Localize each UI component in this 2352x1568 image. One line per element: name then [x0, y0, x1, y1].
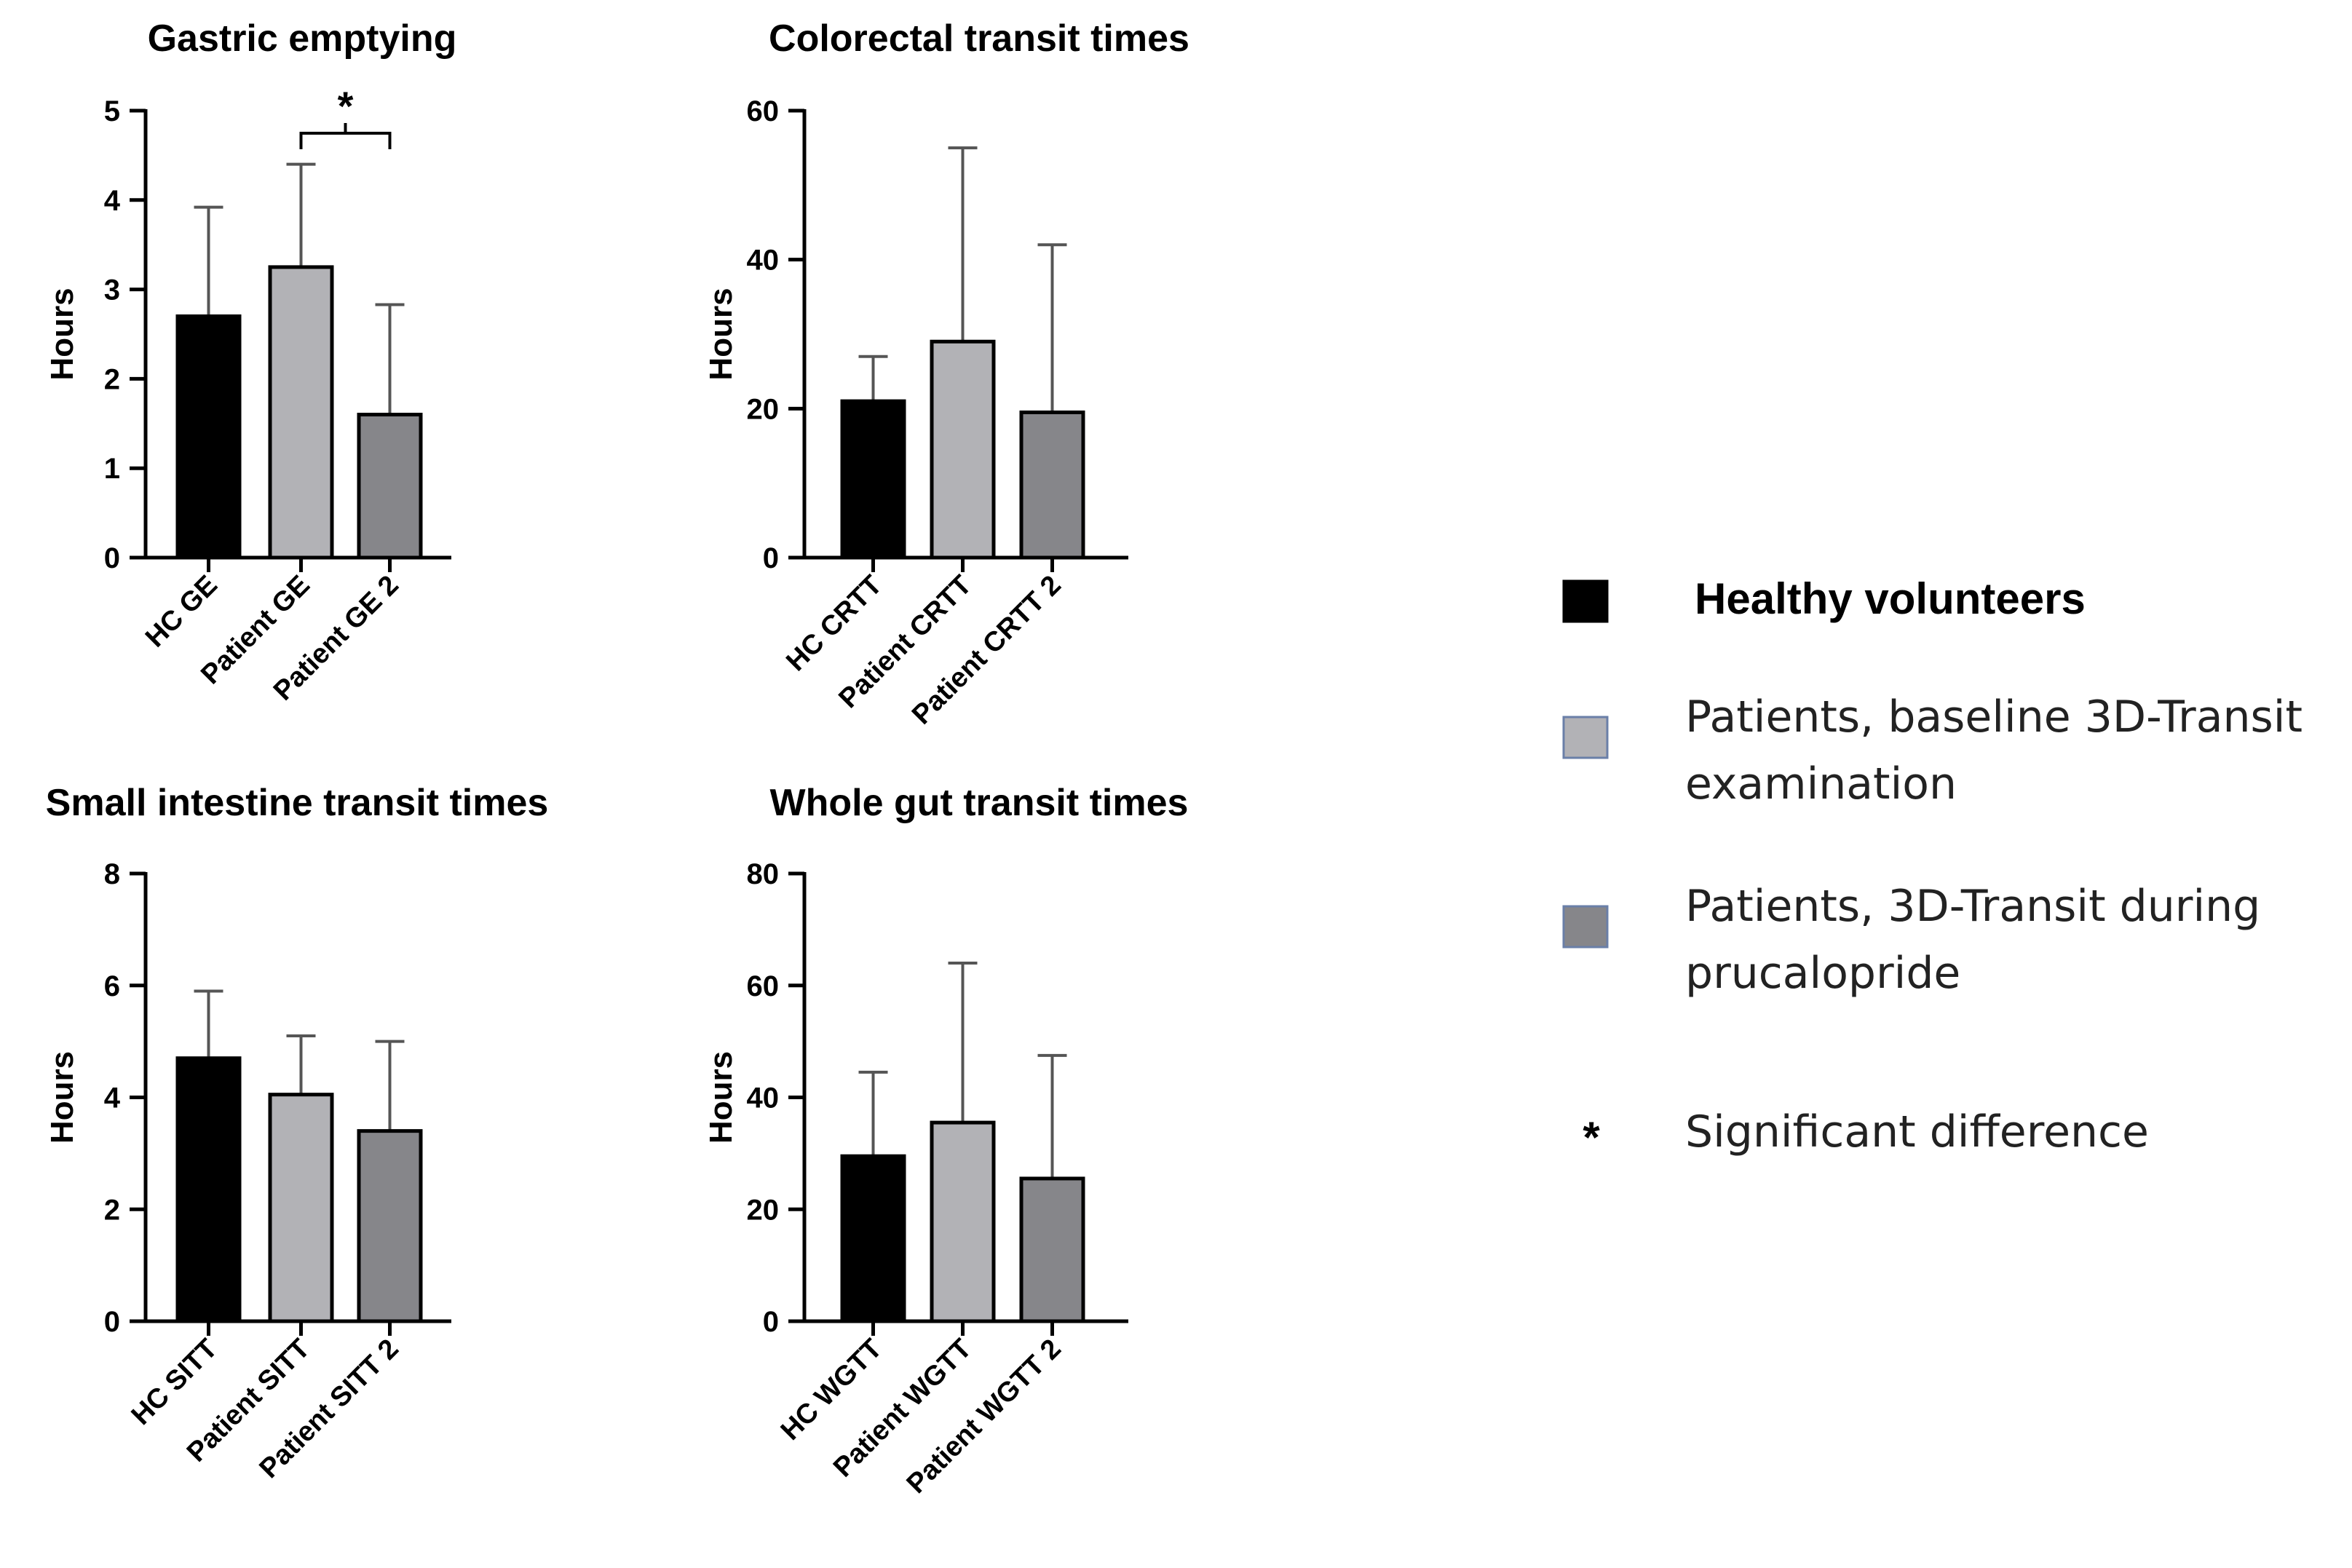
chart-panel-4: Whole gut transit timesHours020406080HC … [703, 782, 1188, 1500]
bar [930, 339, 996, 560]
significance-star: * [338, 83, 354, 129]
bar [175, 1056, 242, 1323]
y-tick-label: 4 [104, 185, 121, 217]
y-tick-label: 20 [747, 393, 780, 425]
significance-bracket [299, 132, 392, 149]
chart-panel-3: Small intestine transit times Hours 0 2 4 6 8 H… [44, 782, 548, 1484]
y-tick-label: 5 [104, 95, 120, 127]
y-tick-label: 60 [747, 95, 780, 127]
x-tick-label: HC GE [140, 570, 223, 654]
bar [357, 1129, 423, 1323]
y-tick-label: 1 [104, 453, 120, 485]
legend: Healthy volunteers Patients, baseline 3D-… [1562, 574, 2302, 1162]
bar [175, 314, 242, 560]
y-tick-label: 20 [747, 1194, 780, 1226]
bar [840, 1154, 906, 1323]
legend-label: examination [1685, 759, 1957, 809]
x-tick-label: Patient WGTT 2 [901, 1334, 1067, 1500]
chart-title: Whole gut transit times [770, 782, 1189, 824]
y-tick-label: 4 [104, 1082, 121, 1114]
bar [930, 1120, 996, 1323]
bar [1019, 1176, 1085, 1323]
y-axis-label: Hours [44, 288, 80, 380]
legend-swatch [1562, 905, 1609, 949]
y-tick-label: 80 [747, 858, 780, 890]
chart-title: Colorectal transit times [769, 17, 1189, 60]
x-tick-label: Patient CRTT 2 [906, 570, 1067, 731]
legend-label: Patients, baseline 3D-Transit [1685, 692, 2302, 743]
legend-swatch [1562, 579, 1609, 623]
y-tick-label: 0 [104, 1306, 120, 1338]
y-tick-label: 0 [763, 1306, 779, 1338]
legend-label: Patients, 3D-Transit during [1685, 881, 2260, 932]
bar [268, 265, 334, 560]
bar [268, 1093, 334, 1323]
y-tick-label: 8 [104, 858, 120, 890]
y-tick-label: 3 [104, 274, 120, 306]
legend-significance-symbol: * [1583, 1113, 1600, 1162]
chart-title: Gastric emptying [148, 17, 457, 60]
legend-swatch [1562, 716, 1609, 759]
y-axis-label: Hours [703, 288, 739, 380]
bar [357, 413, 423, 560]
bar [840, 399, 906, 560]
y-tick-label: 40 [747, 1082, 780, 1114]
chart-title: Small intestine transit times [46, 782, 549, 824]
x-tick-label: HC SITT [126, 1334, 223, 1431]
y-tick-label: 2 [104, 1194, 120, 1226]
y-tick-label: 2 [104, 363, 120, 395]
legend-label: Healthy volunteers [1695, 574, 2086, 623]
legend-label: prucalopride [1685, 948, 1960, 999]
legend-significance-label: Significant difference [1685, 1106, 2149, 1157]
y-tick-label: 40 [747, 245, 780, 277]
y-axis-label: Hours [703, 1051, 739, 1144]
y-tick-label: 0 [104, 542, 120, 574]
y-tick-label: 0 [763, 542, 779, 574]
y-tick-label: 6 [104, 970, 120, 1002]
y-axis-label: Hours [44, 1051, 80, 1144]
bar [1019, 410, 1085, 560]
y-tick-label: 60 [747, 970, 780, 1002]
